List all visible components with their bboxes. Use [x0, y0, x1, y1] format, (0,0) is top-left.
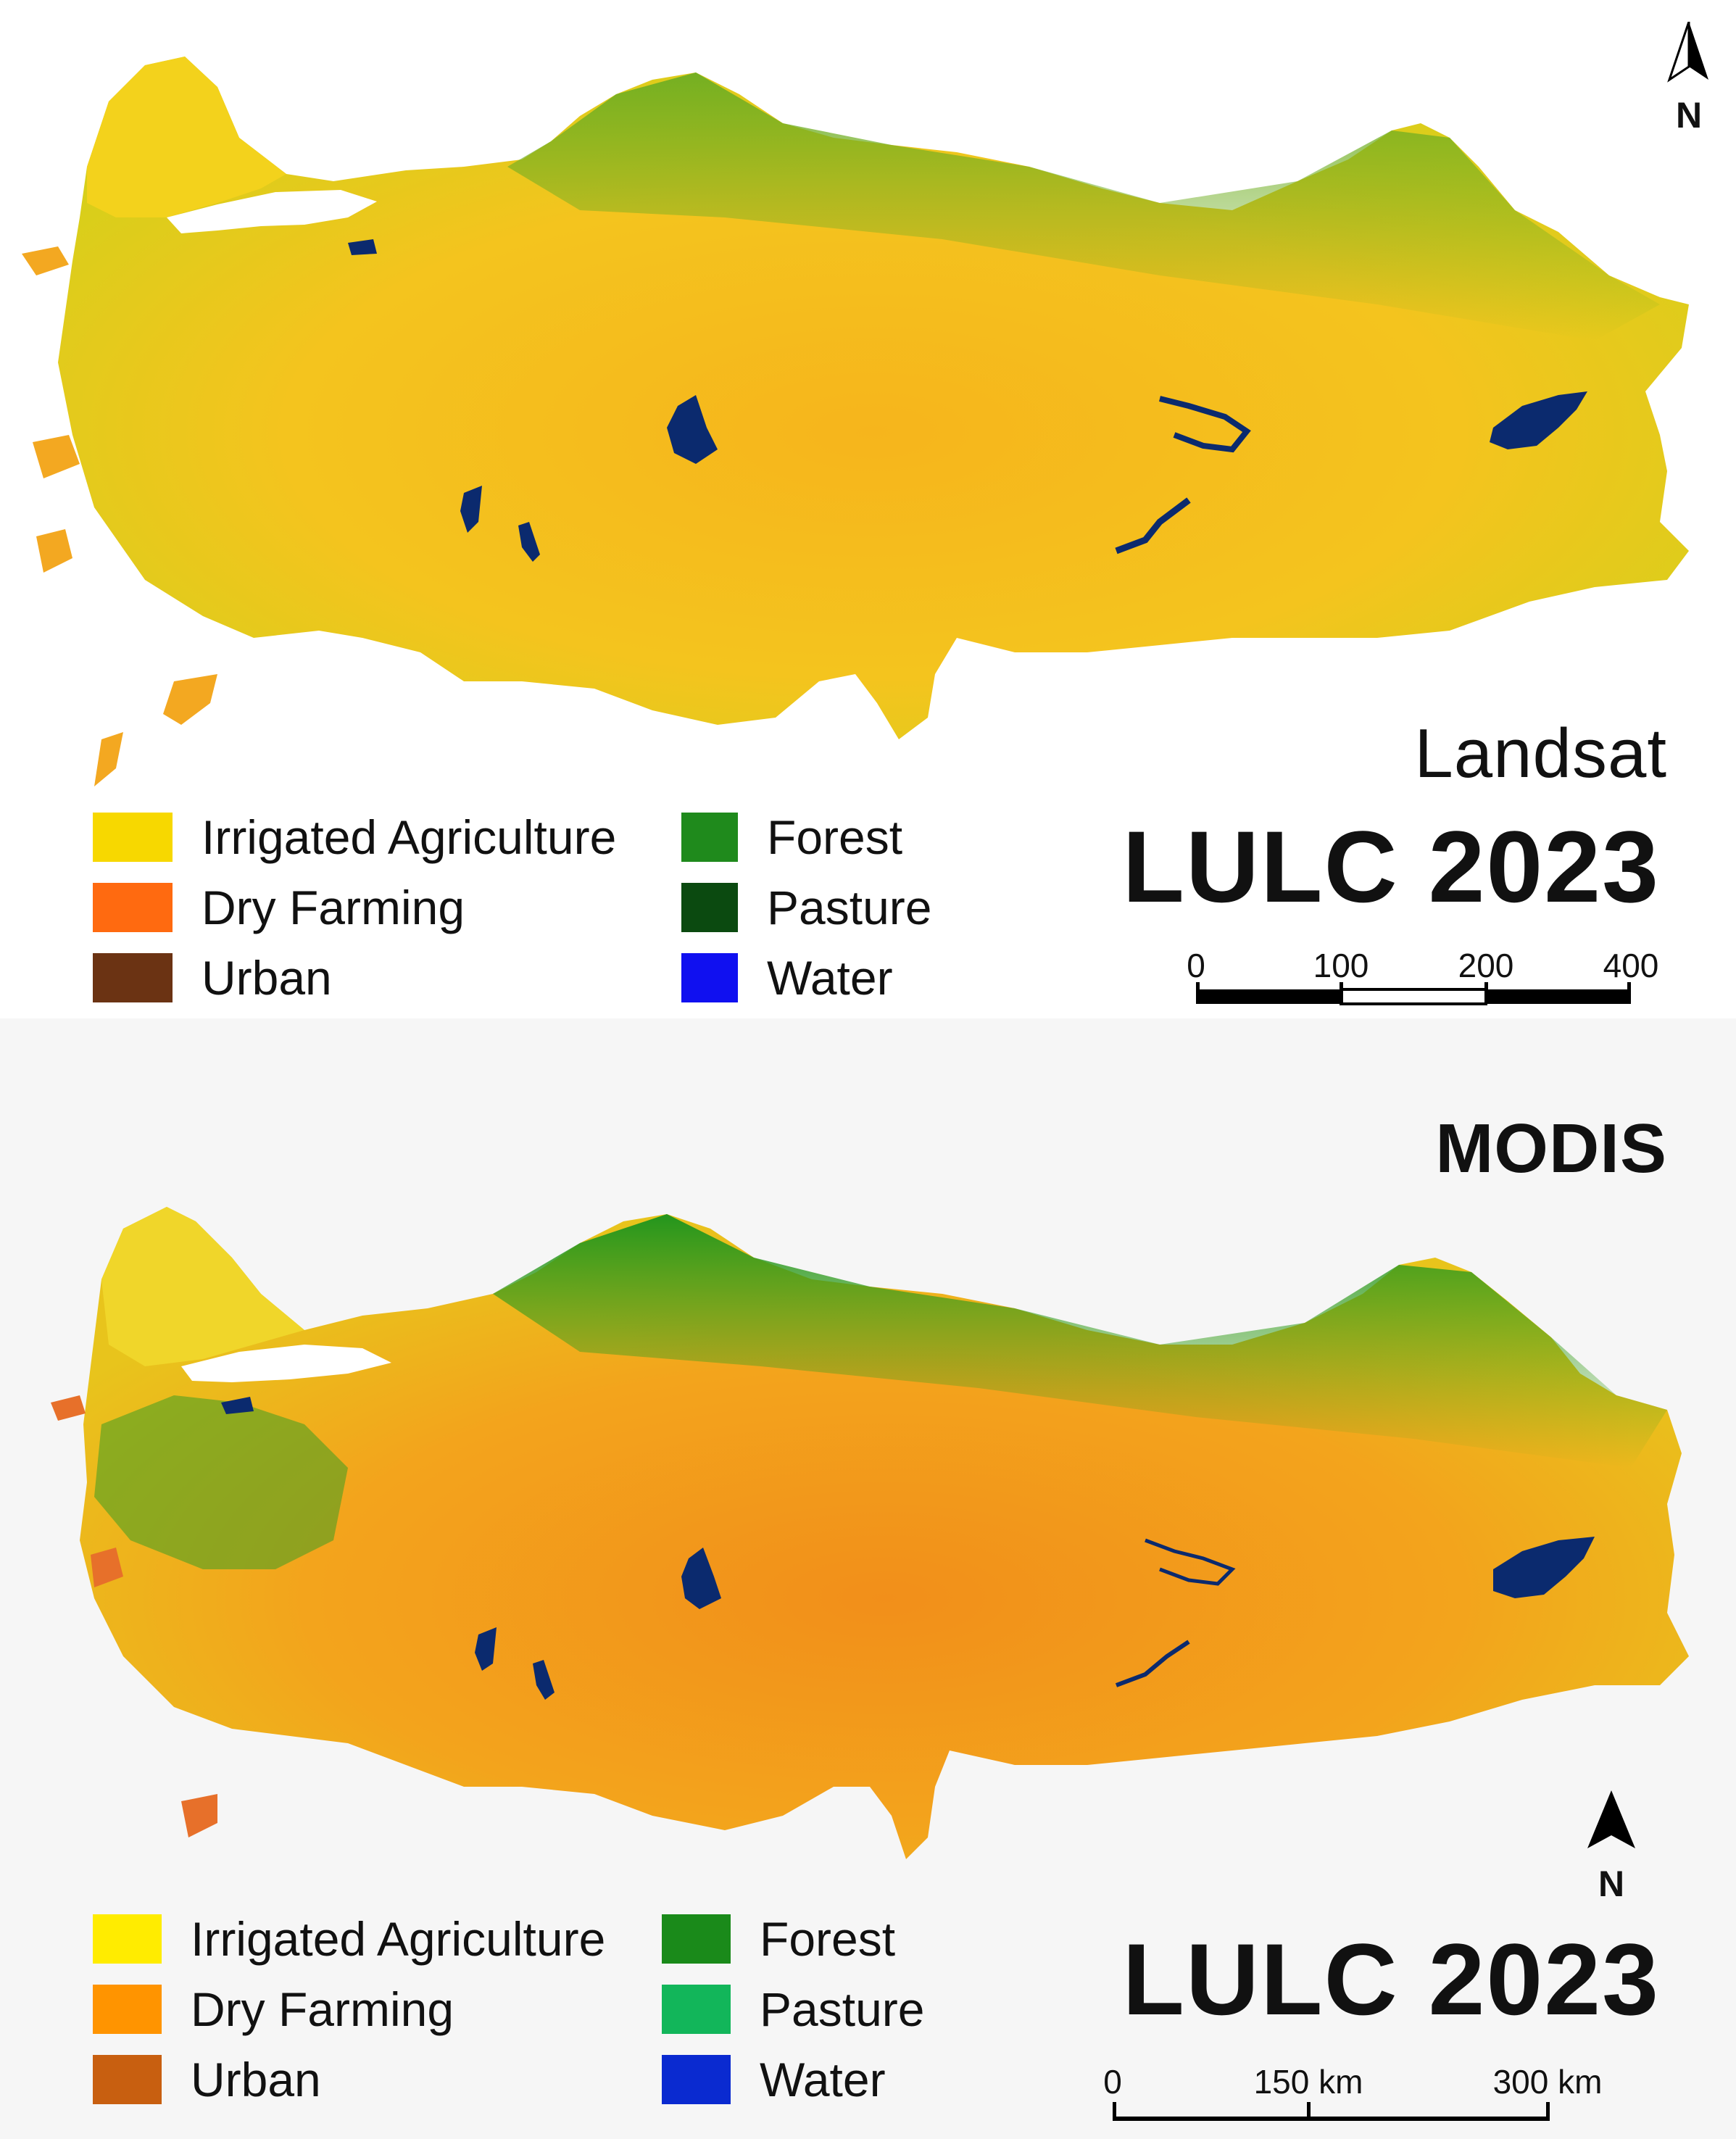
landsat-forest-band	[507, 72, 1660, 341]
legend-swatch	[681, 813, 738, 862]
landsat-lake-van	[1490, 391, 1587, 449]
modis-legend: Irrigated Agriculture Dry Farming Urban …	[93, 1910, 963, 2127]
north-arrow-icon	[1587, 1790, 1635, 1848]
landsat-source-label: Landsat	[1414, 715, 1667, 792]
modis-lake-egirdir	[533, 1660, 555, 1700]
legend-item-urban: Urban	[93, 2051, 321, 2109]
landsat-thrace	[87, 57, 286, 217]
legend-label: Urban	[191, 2053, 321, 2106]
legend-item-urban: Urban	[93, 949, 332, 1007]
north-label: N	[1675, 95, 1703, 136]
legend-swatch	[93, 883, 173, 932]
modis-island	[181, 1794, 217, 1837]
legend-item-irrigated-agriculture: Irrigated Agriculture	[93, 808, 616, 866]
landsat-island	[36, 529, 72, 573]
modis-lake-sapanca	[221, 1397, 254, 1414]
modis-thrace	[101, 1207, 304, 1366]
legend-item-water: Water	[662, 2051, 886, 2109]
legend-item-pasture: Pasture	[662, 1980, 924, 2038]
legend-swatch	[662, 1914, 731, 1964]
legend-swatch	[93, 1985, 162, 2034]
landsat-lake-tuz	[667, 395, 718, 464]
modis-lulc-title: LULC 2023	[1122, 1922, 1660, 2036]
modis-lake-keban	[1145, 1538, 1236, 1586]
legend-swatch	[93, 953, 173, 1002]
legend-swatch	[681, 953, 738, 1002]
landsat-lulc-title: LULC 2023	[1122, 810, 1660, 923]
legend-item-irrigated-agriculture: Irrigated Agriculture	[93, 1910, 605, 1968]
legend-label: Dry Farming	[202, 881, 465, 934]
legend-label: Urban	[202, 951, 332, 1005]
legend-label: Irrigated Agriculture	[202, 810, 617, 864]
landsat-lake-keban	[1159, 396, 1251, 453]
legend-swatch	[662, 2055, 731, 2104]
landsat-island	[33, 435, 80, 478]
landsat-lake-beysehir	[460, 486, 482, 533]
modis-source-label: MODIS	[1435, 1110, 1667, 1187]
landsat-map	[22, 57, 1689, 786]
legend-label: Irrigated Agriculture	[191, 1912, 606, 1966]
legend-item-forest: Forest	[662, 1910, 895, 1968]
legend-label: Water	[760, 2053, 886, 2106]
scale-bar-graphic	[1196, 982, 1631, 1005]
north-label: N	[1598, 1864, 1625, 1904]
modis-island	[91, 1548, 123, 1587]
legend-item-forest: Forest	[681, 808, 902, 866]
modis-west-forest	[94, 1395, 348, 1569]
landsat-legend: Irrigated Agriculture Dry Farming Urban …	[93, 808, 963, 1011]
legend-label: Water	[767, 951, 893, 1005]
north-arrow-icon	[1667, 21, 1708, 83]
landsat-island	[163, 674, 217, 725]
legend-label: Forest	[767, 810, 903, 864]
legend-swatch	[93, 2055, 162, 2104]
legend-label: Pasture	[767, 881, 932, 934]
modis-panel: MODIS N	[0, 1018, 1736, 2139]
modis-lake-tuz	[681, 1548, 721, 1609]
legend-item-pasture: Pasture	[681, 879, 931, 936]
legend-label: Pasture	[760, 1982, 925, 2036]
modis-lake-van	[1493, 1537, 1595, 1598]
landsat-north-arrow: N	[1664, 21, 1714, 136]
landsat-lake-atatürk	[1115, 497, 1191, 555]
landsat-island	[94, 732, 123, 786]
legend-swatch	[681, 883, 738, 932]
modis-marmara-sea	[181, 1345, 391, 1382]
legend-item-dry-farming: Dry Farming	[93, 1980, 454, 2038]
scale-tick-label: 0	[1187, 947, 1205, 984]
scale-tick-label: 200	[1458, 947, 1514, 984]
legend-item-dry-farming: Dry Farming	[93, 879, 465, 936]
legend-label: Forest	[760, 1912, 896, 1966]
modis-lake-ataturk	[1115, 1640, 1190, 1687]
scale-tick-label: 150 km	[1253, 2063, 1363, 2101]
scale-tick-label: 400	[1603, 947, 1659, 984]
legend-swatch	[93, 813, 173, 862]
modis-map	[51, 1207, 1689, 1859]
scale-tick-label: 100	[1313, 947, 1369, 984]
landsat-lake-sapanca	[348, 239, 377, 255]
landsat-marmara-sea	[167, 190, 377, 233]
modis-lake-beysehir	[475, 1627, 497, 1671]
scale-tick-label: 0	[1103, 2063, 1122, 2101]
legend-swatch	[93, 1914, 162, 1964]
modis-scale-bar: 0 150 km 300 km	[1103, 2062, 1635, 2135]
modis-forest-band	[493, 1214, 1667, 1468]
modis-island	[51, 1395, 86, 1421]
legend-swatch	[662, 1985, 731, 2034]
scale-bar-graphic	[1113, 2102, 1550, 2121]
legend-item-water: Water	[681, 949, 893, 1007]
landsat-lake-egirdir	[518, 522, 540, 562]
modis-north-arrow: N	[1579, 1790, 1644, 1906]
landsat-island	[22, 246, 69, 275]
legend-label: Dry Farming	[191, 1982, 454, 2036]
landsat-scale-bar: 0 100 200 400	[1187, 946, 1658, 1018]
landsat-panel: N Landsat LULC 2023 Irrigated Agricultur…	[0, 0, 1736, 1018]
scale-tick-label: 300 km	[1492, 2063, 1603, 2101]
